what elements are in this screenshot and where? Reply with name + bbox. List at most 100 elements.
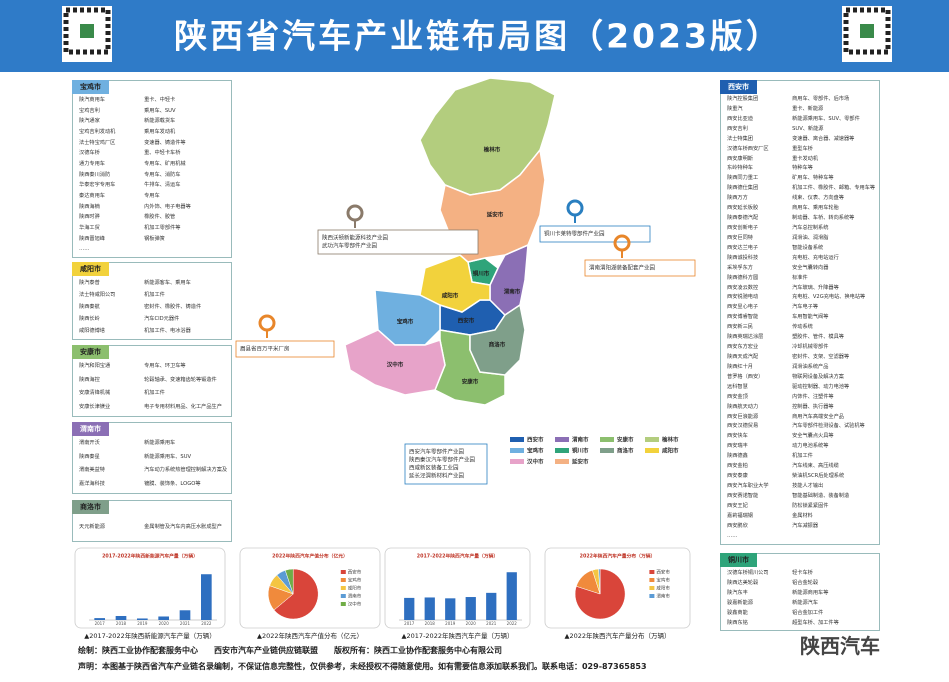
product: 制动器、车桥、转向系统等 xyxy=(792,215,855,222)
company-row: 秦达商用车 专用车 xyxy=(79,191,227,202)
pin xyxy=(258,314,276,332)
company-row: 陕西东铭 超型车桥、加工件等 xyxy=(727,618,875,628)
company: …… xyxy=(727,532,738,539)
callout-text: 武功汽车零部件产业园 xyxy=(322,242,378,250)
product: 安全气囊点火具等 xyxy=(792,433,834,440)
company-row: 陕西万方 线束、仪表、方向盘等 xyxy=(727,194,875,204)
product: 密封件、支架、空滤器等 xyxy=(792,353,850,360)
pie-slice xyxy=(273,568,319,620)
company: 西安鹏欣 xyxy=(727,522,748,529)
company: 西安凌云数控 xyxy=(727,284,759,291)
legend-label: 西安市 xyxy=(348,569,362,576)
city-panel: 渭南市 渭南开沃 新能源乘用车 陕西秦星 新能源乘用车、SUV 渭南美益特 汽车动力系统热管… xyxy=(72,422,232,494)
panel-tag: 商洛市 xyxy=(72,500,109,514)
company-row: 东岭特种车 特种车等 xyxy=(727,164,875,174)
callout-box xyxy=(235,340,335,358)
company: 西安瑞丰 xyxy=(727,443,748,450)
bar xyxy=(179,610,191,620)
company-row: …… xyxy=(79,244,227,255)
company: 秦达商用车 xyxy=(79,192,105,199)
product: 机加工件、橡胶件、邮箱、专用车等 xyxy=(792,185,875,192)
product: 润滑油系统产品 xyxy=(792,363,829,370)
company-row: 陕西秦航 密封件、橡胶件、铸造件 xyxy=(79,301,227,313)
product: 汽车总控制系统 xyxy=(792,224,829,231)
company: 法士特咸阳公司 xyxy=(79,292,116,298)
product: 机加工件、电冰浴器 xyxy=(144,328,191,334)
city-panel: 西安市 陕汽控股集团 商用车、零部件、后市场 陕重汽 重卡、新能源 西安比亚迪 新能源乘用车… xyxy=(720,80,880,545)
company-row: 陕西航天动力 控制器、执行器等 xyxy=(727,403,875,413)
callout-box xyxy=(404,443,488,485)
region-label: 铜川市 xyxy=(473,270,490,278)
legend-swatch xyxy=(510,448,524,453)
pin xyxy=(566,199,584,217)
company-row: 天元新能源 金属制管及汽车内高压水胀成型产 xyxy=(79,515,227,539)
legend-label: 渭南市 xyxy=(348,593,362,600)
company: 陕西德科方圆 xyxy=(727,274,759,281)
company-row: 安康长津镁业 电子专用材料用品、化工产品生产 xyxy=(79,401,227,415)
company: 采埃孚东方 xyxy=(727,264,753,271)
company-row: 嘉莉福瑞钢 金属材料 xyxy=(727,512,875,522)
product: 机加工件 xyxy=(792,453,813,460)
product: 汽车CID元器件 xyxy=(144,316,180,322)
product: 润滑油、润滑脂 xyxy=(792,234,829,241)
product: 电子专用材料用品、化工产品生产 xyxy=(144,403,222,410)
product: 机加工零部件等 xyxy=(144,224,181,231)
product: 物联网设备及解决方案 xyxy=(792,373,844,380)
company: 西安昱心电子 xyxy=(727,304,759,311)
company: 陕重汽 xyxy=(727,105,743,112)
product: 牛排车、清运车 xyxy=(144,182,181,189)
pie-slice xyxy=(574,568,626,620)
company: 陕西天成汽配 xyxy=(727,353,759,360)
legend-label: 咸阳市 xyxy=(656,585,670,592)
mini-chart: 2022年陕西汽车产值分布（亿元） ▲2022年陕西汽车产值分布（亿元） 西安市宝鸡… xyxy=(239,547,381,640)
product: 铝合金加工件 xyxy=(792,610,824,616)
bar xyxy=(404,597,415,620)
product: 汽车玻璃、升降器等 xyxy=(792,284,839,291)
product: 充电桩、V2G充电站、换电站等 xyxy=(792,294,866,301)
company-row: 西安锐驰电动 充电桩、V2G充电站、换电站等 xyxy=(727,293,875,303)
panel-tag: 安康市 xyxy=(72,345,109,359)
company: 陕汽通家 xyxy=(79,118,100,125)
company-row: 法士特咸阳公司 机加工件 xyxy=(79,289,227,301)
company: 西安金柏 xyxy=(727,463,748,470)
company-row: 远科智慧 驱动控制器、动力电池等 xyxy=(727,383,875,393)
company: 陕西秦航 xyxy=(79,304,100,310)
company: 骏鑫商能 xyxy=(727,610,748,616)
callout-box xyxy=(317,229,479,255)
product: 重卡、中轻卡 xyxy=(144,97,176,103)
company-row: 西安金柏 汽车线束、高压线缆 xyxy=(727,462,875,472)
region-label: 延安市 xyxy=(486,211,504,219)
company-row: 陕西长岭 汽车CID元器件 xyxy=(79,313,227,325)
company: 陕西海楠 xyxy=(79,203,100,210)
product: 塑胶件、管件、模具等 xyxy=(792,334,844,341)
region xyxy=(469,303,526,376)
company: 西安巨同特 xyxy=(727,234,753,241)
callout-text: 陕西秦汉汽车零部件产业园 xyxy=(409,456,476,464)
company-row: 通力专用车 专用车、矿用机械 xyxy=(79,159,227,170)
product: 动力电池系统等 xyxy=(792,443,829,450)
product: 技能人才输出 xyxy=(792,482,824,489)
company-row: 西安巨同特 润滑油、润滑脂 xyxy=(727,234,875,244)
company-row: 咸阳德博塔 机加工件、电冰浴器 xyxy=(79,325,227,337)
company: 西安王妃 xyxy=(727,502,748,509)
legend-swatch xyxy=(649,586,655,590)
company: 西安创新电子 xyxy=(727,224,759,231)
company-row: 嘉洋海科技 镀膜、装饰条、LOGO等 xyxy=(79,478,227,492)
product: 智能基础制造、装备制造 xyxy=(792,492,850,499)
region-label: 商洛市 xyxy=(489,341,506,349)
product: 变速器、离合器、减速器等 xyxy=(792,135,855,142)
company: 渭南开沃 xyxy=(79,440,100,446)
product: 超型车桥、加工件等 xyxy=(792,620,839,626)
legend-label: 榆林市 xyxy=(662,436,679,444)
company: 渭南美益特 xyxy=(79,467,105,473)
company-row: 法士特集团 变速器、离合器、减速器等 xyxy=(727,135,875,145)
company: 陕汽和阳宝通 xyxy=(79,363,111,369)
chart-title: 2022年陕西汽车产量分布（万辆） xyxy=(580,553,656,560)
map: 西安市渭南市安康市榆林市宝鸡市铜川市商洛市咸阳市汉中市延安市西安市 渭南市 安康市榆… xyxy=(235,77,696,485)
company: 西安吉利 xyxy=(727,125,748,132)
legend-label: 宝鸡市 xyxy=(527,447,544,455)
product: 安全气囊转向器 xyxy=(792,264,829,271)
company: 陕西东铭 xyxy=(727,620,748,626)
company: 陕西德鑫 xyxy=(727,453,748,460)
